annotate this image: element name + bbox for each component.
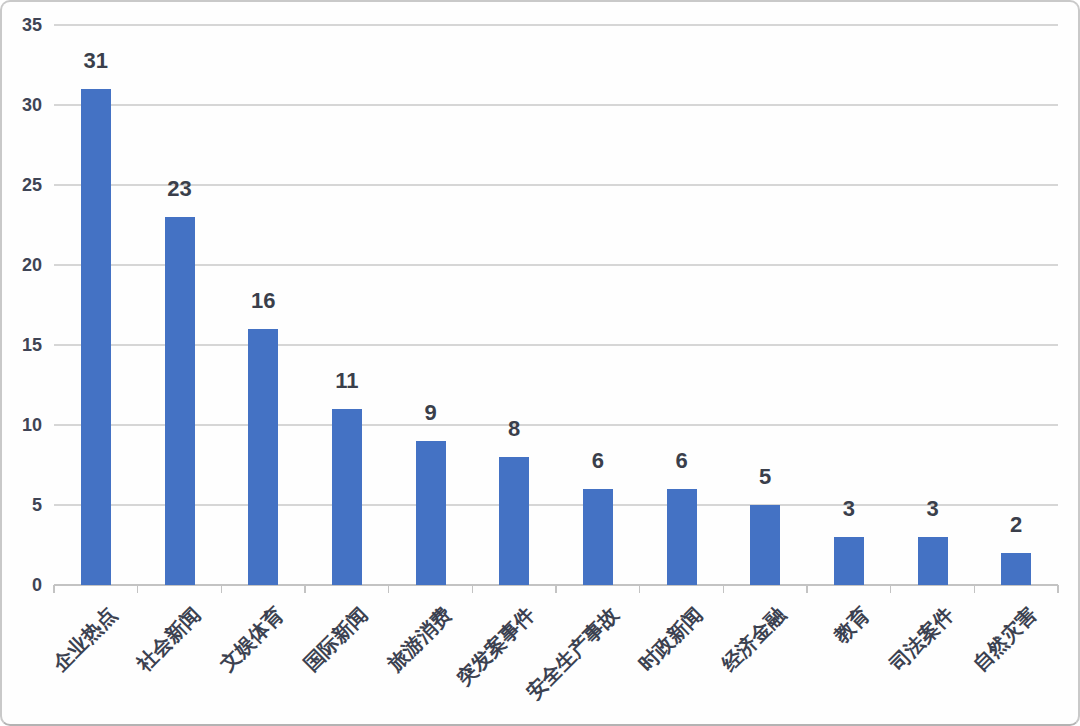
x-axis-tick: [555, 585, 557, 593]
bar-国际新闻: [332, 409, 362, 585]
bar-value-label: 23: [140, 176, 220, 202]
bar-社会新闻: [165, 217, 195, 585]
bar-value-label: 11: [307, 368, 387, 394]
x-axis-tick: [304, 585, 306, 593]
gridline: [54, 264, 1058, 266]
bar-经济金融: [750, 505, 780, 585]
y-tick-label: 15: [2, 333, 42, 357]
bar-value-label: 2: [976, 512, 1056, 538]
bar-value-label: 31: [56, 48, 136, 74]
x-category-label: 时政新闻: [634, 603, 706, 675]
bar-value-label: 3: [809, 496, 889, 522]
x-axis-tick: [639, 585, 641, 593]
bar-时政新闻: [667, 489, 697, 585]
y-tick-label: 10: [2, 413, 42, 437]
y-tick-label: 30: [2, 93, 42, 117]
bar-value-label: 6: [558, 448, 638, 474]
x-category-label: 文娱体育: [216, 603, 288, 675]
x-category-label: 教育: [830, 603, 874, 647]
y-tick-label: 20: [2, 253, 42, 277]
y-tick-label: 35: [2, 13, 42, 37]
bar-教育: [834, 537, 864, 585]
x-category-label: 司法案件: [885, 603, 957, 675]
y-tick-label: 0: [2, 573, 42, 597]
x-axis-tick: [388, 585, 390, 593]
x-category-label: 社会新闻: [132, 603, 204, 675]
x-category-label: 自然灾害: [969, 603, 1041, 675]
x-axis-tick: [723, 585, 725, 593]
bar-司法案件: [918, 537, 948, 585]
x-axis-tick: [890, 585, 892, 593]
bar-企业热点: [81, 89, 111, 585]
x-category-label: 旅游消费: [383, 603, 455, 675]
bar-value-label: 6: [642, 448, 722, 474]
bar-自然灾害: [1001, 553, 1031, 585]
bar-value-label: 3: [893, 496, 973, 522]
bar-chart: 05101520253035 3123161198665332 企业热点社会新闻…: [2, 2, 1078, 724]
bar-value-label: 5: [725, 464, 805, 490]
bar-value-label: 16: [223, 288, 303, 314]
x-category-label: 突发案事件: [452, 603, 538, 689]
y-tick-label: 5: [2, 493, 42, 517]
bar-旅游消费: [416, 441, 446, 585]
gridline: [54, 24, 1058, 26]
bar-value-label: 9: [391, 400, 471, 426]
bar-安全生产事故: [583, 489, 613, 585]
x-category-label: 经济金融: [718, 603, 790, 675]
bar-文娱体育: [248, 329, 278, 585]
bar-value-label: 8: [474, 416, 554, 442]
gridline: [54, 104, 1058, 106]
gridline: [54, 344, 1058, 346]
gridline: [54, 424, 1058, 426]
x-axis-tick: [137, 585, 139, 593]
x-axis-tick: [221, 585, 223, 593]
y-tick-label: 25: [2, 173, 42, 197]
x-axis-tick: [53, 585, 55, 593]
bar-突发案事件: [499, 457, 529, 585]
x-axis-tick: [1057, 585, 1059, 593]
x-axis-tick: [806, 585, 808, 593]
x-category-label: 企业热点: [48, 603, 120, 675]
x-axis-tick: [472, 585, 474, 593]
x-axis-tick: [974, 585, 976, 593]
chart-frame: 05101520253035 3123161198665332 企业热点社会新闻…: [0, 0, 1080, 726]
x-category-label: 国际新闻: [299, 603, 371, 675]
